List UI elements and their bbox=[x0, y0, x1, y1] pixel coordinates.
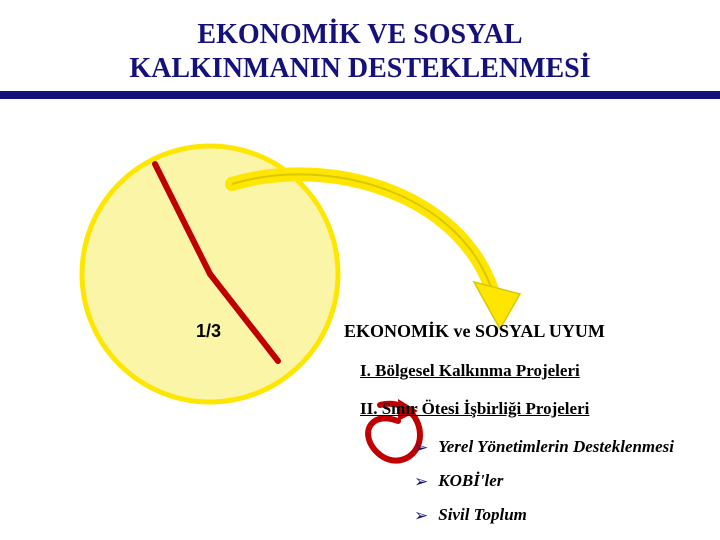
fraction-label: 1/3 bbox=[196, 321, 221, 342]
bullet-text-1: Yerel Yönetimlerin Desteklenmesi bbox=[438, 437, 674, 457]
title-rule bbox=[0, 91, 720, 99]
title-line2: KALKINMANIN DESTEKLENMESİ bbox=[129, 53, 590, 84]
diagram-canvas: 1/3 EKONOMİK ve SOSYAL UYUM I. Bölgesel … bbox=[0, 99, 720, 539]
bullet-icon: ➢ bbox=[414, 507, 428, 524]
bullet-row-2: ➢ KOBİ'ler bbox=[414, 471, 503, 491]
bullet-row-3: ➢ Sivil Toplum bbox=[414, 505, 527, 525]
bullet-row-1: ➢ Yerel Yönetimlerin Desteklenmesi bbox=[414, 437, 674, 457]
right-subtitle: EKONOMİK ve SOSYAL UYUM bbox=[344, 321, 605, 342]
bullet-icon: ➢ bbox=[414, 439, 428, 456]
bullet-text-2: KOBİ'ler bbox=[438, 471, 503, 491]
bullet-icon: ➢ bbox=[414, 473, 428, 490]
bullet-text-3: Sivil Toplum bbox=[438, 505, 527, 525]
diagram-svg bbox=[0, 99, 720, 539]
section-2: II. Sınır Ötesi İşbirliği Projeleri bbox=[360, 399, 589, 419]
title-line1: EKONOMİK VE SOSYAL bbox=[197, 19, 522, 50]
section-1: I. Bölgesel Kalkınma Projeleri bbox=[360, 361, 580, 381]
